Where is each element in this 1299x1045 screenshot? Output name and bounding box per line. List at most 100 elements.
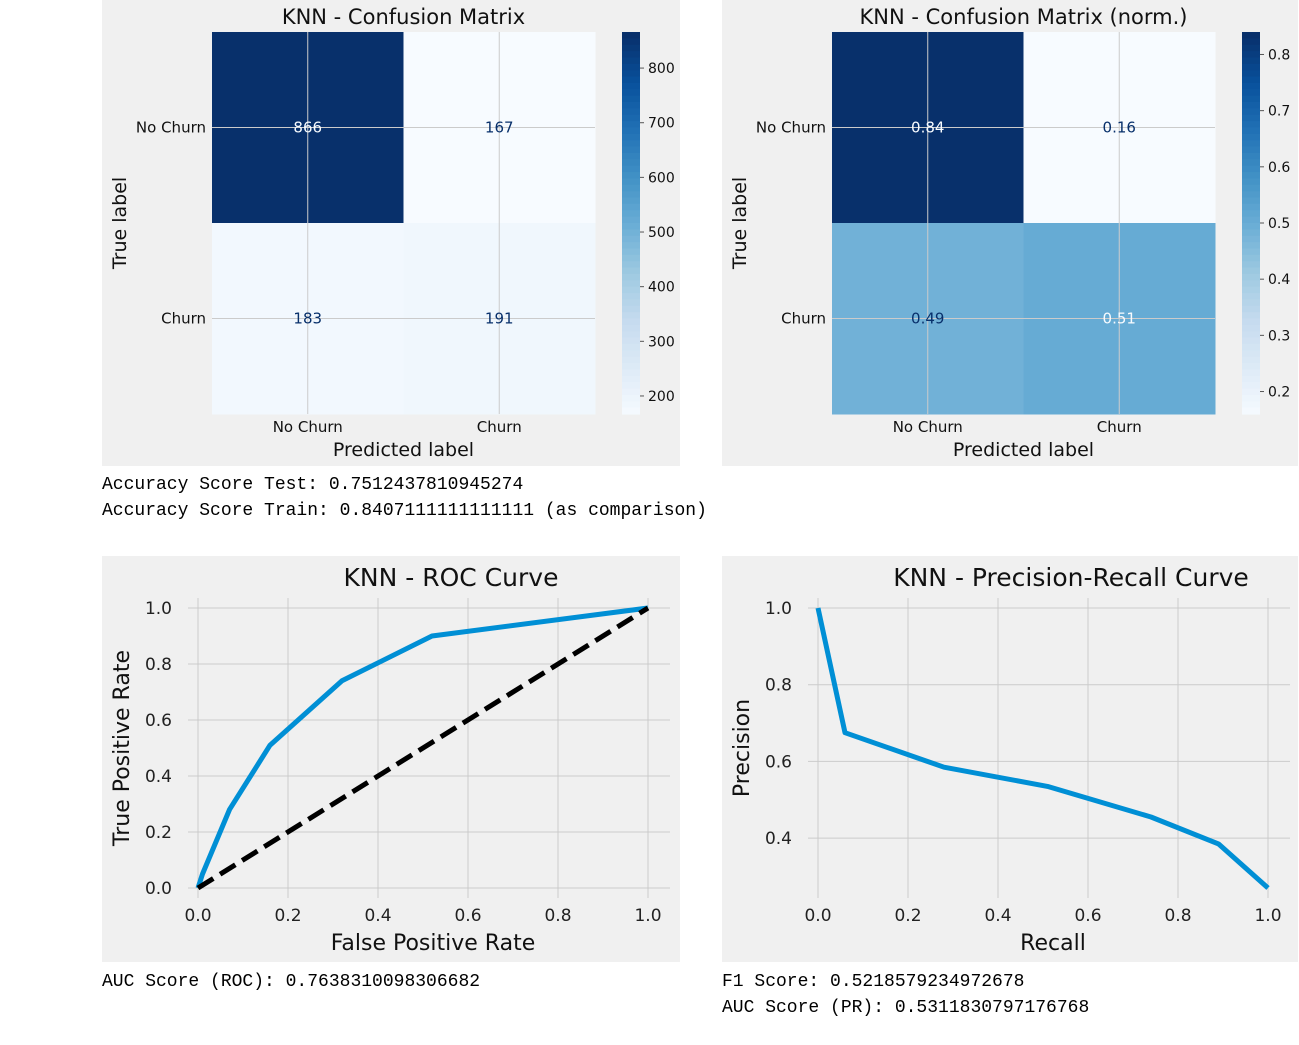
colorbar-tick-label: 400 (648, 280, 675, 296)
accuracy-test-text: Accuracy Score Test: 0.7512437810945274 (102, 475, 524, 495)
reference-line (196, 605, 650, 891)
colorbar-segment (622, 299, 640, 307)
colorbar-segment (1242, 152, 1260, 160)
colorbar-segment (1242, 89, 1260, 97)
colorbar-segment (1242, 38, 1260, 46)
colorbar-segment (1242, 248, 1260, 256)
x-tick-label: 0.8 (1164, 906, 1191, 926)
colorbar-segment (1242, 76, 1260, 84)
row-tick-label: No Churn (756, 119, 826, 137)
colorbar-segment (622, 70, 640, 78)
colorbar-segment (1242, 121, 1260, 129)
colorbar-segment (622, 382, 640, 390)
colorbar-segment (622, 133, 640, 141)
curve-line (815, 607, 1270, 890)
colorbar-segment (622, 172, 640, 180)
colorbar-segment (1242, 375, 1260, 383)
x-tick-label: 0.4 (984, 906, 1011, 926)
colorbar-segment (1242, 102, 1260, 109)
cell-value-label: 0.16 (1103, 119, 1136, 137)
colorbar-segment (1242, 299, 1260, 307)
colorbar-segment (622, 261, 640, 269)
colorbar-segment (1242, 293, 1260, 300)
accuracy-train-text: Accuracy Score Train: 0.8407111111111111… (102, 501, 707, 521)
colorbar-segment (622, 337, 640, 345)
colorbar-segment (1242, 140, 1260, 148)
colorbar-segment (622, 273, 640, 281)
y-tick-label: 0.0 (145, 879, 172, 899)
y-tick-label: 0.8 (765, 676, 792, 696)
colorbar-segment (1242, 197, 1260, 205)
x-axis-label: Predicted label (333, 439, 474, 461)
y-axis-label: True label (729, 177, 751, 270)
colorbar-segment (1242, 312, 1260, 320)
colorbar-segment (1242, 210, 1260, 218)
colorbar-segment (1242, 63, 1260, 71)
colorbar-segment (622, 350, 640, 358)
roc-chart: KNN - ROC Curve 0.0 0.2 0.4 0.6 0.8 1.0 0.0 0.2 0… (110, 563, 670, 956)
cell-value-label: 167 (485, 119, 514, 137)
cell-value-label: 866 (293, 119, 322, 137)
colorbar-segment (1242, 229, 1260, 237)
colorbar-segment (1242, 356, 1260, 364)
y-tick-label: 1.0 (765, 599, 792, 619)
colorbar-segment (1242, 172, 1260, 180)
col-tick-label: Churn (477, 418, 522, 436)
colorbar-segment (1242, 32, 1260, 39)
row-tick-label: No Churn (136, 119, 206, 137)
col-tick-label: No Churn (893, 418, 963, 436)
colorbar-tick-label: 600 (648, 170, 675, 186)
confusion-matrix-norm-panel: KNN - Confusion Matrix (norm.) 0.84 0.16 0.… (722, 0, 1298, 466)
colorbar-segment (1242, 280, 1260, 288)
roc-auc-text: AUC Score (ROC): 0.7638310098306682 (102, 972, 481, 992)
colorbar-segment (622, 242, 640, 250)
y-tick-label: 0.8 (145, 655, 172, 675)
colorbar-segment (622, 159, 640, 167)
pr-panel: KNN - Precision-Recall Curve 0.0 0.2 0.4 0.6… (722, 556, 1298, 962)
y-tick-label: 0.4 (765, 829, 792, 849)
colorbar-segment (622, 267, 640, 275)
colorbar-segment (622, 146, 640, 154)
colorbar-segment (1242, 95, 1260, 103)
colorbar-segment (1242, 318, 1260, 326)
colorbar-segment (1242, 337, 1260, 345)
colorbar-segment (622, 127, 640, 135)
colorbar-segment (622, 235, 640, 243)
pr-auc-text: AUC Score (PR): 0.5311830797176768 (722, 998, 1090, 1018)
colorbar-segment (622, 114, 640, 122)
chart-title: KNN - Confusion Matrix (norm.) (860, 5, 1188, 29)
colorbar-segment (622, 165, 640, 173)
colorbar-segment (622, 223, 640, 230)
colorbar-segment (622, 356, 640, 364)
colorbar-segment (622, 388, 640, 396)
colorbar-tick-label: 0.5 (1268, 216, 1290, 232)
colorbar-tick-label: 500 (648, 225, 675, 241)
colorbar-segment (1242, 159, 1260, 167)
y-axis-label: Precision (730, 699, 755, 797)
colorbar-segment (622, 102, 640, 109)
cell-value-label: 0.51 (1103, 310, 1136, 328)
chart-title: KNN - Confusion Matrix (282, 5, 525, 29)
colorbar-segment (1242, 273, 1260, 281)
cell-value-label: 0.84 (911, 119, 944, 137)
colorbar-segment (622, 44, 640, 52)
colorbar-segment (1242, 382, 1260, 390)
colorbar-segment (1242, 343, 1260, 351)
cell-value-label: 183 (293, 310, 322, 328)
x-tick-label: 0.2 (894, 906, 921, 926)
colorbar-segment (622, 57, 640, 65)
colorbar-segment (1242, 305, 1260, 313)
x-tick-label: 0.0 (184, 906, 211, 926)
y-tick-label: 1.0 (145, 599, 172, 619)
colorbar-segment (622, 108, 640, 116)
x-axis-label: False Positive Rate (331, 931, 535, 956)
confusion-matrix-panel: KNN - Confusion Matrix 866 167 183 191 No Chu… (102, 0, 680, 466)
colorbar-segment (622, 324, 640, 332)
colorbar-segment (1242, 82, 1260, 90)
colorbar-segment (1242, 44, 1260, 52)
x-tick-label: 0.2 (274, 906, 301, 926)
colorbar-segment (1242, 127, 1260, 135)
colorbar-segment (1242, 133, 1260, 141)
colorbar-tick-label: 0.7 (1268, 104, 1290, 120)
colorbar-segment (622, 63, 640, 71)
